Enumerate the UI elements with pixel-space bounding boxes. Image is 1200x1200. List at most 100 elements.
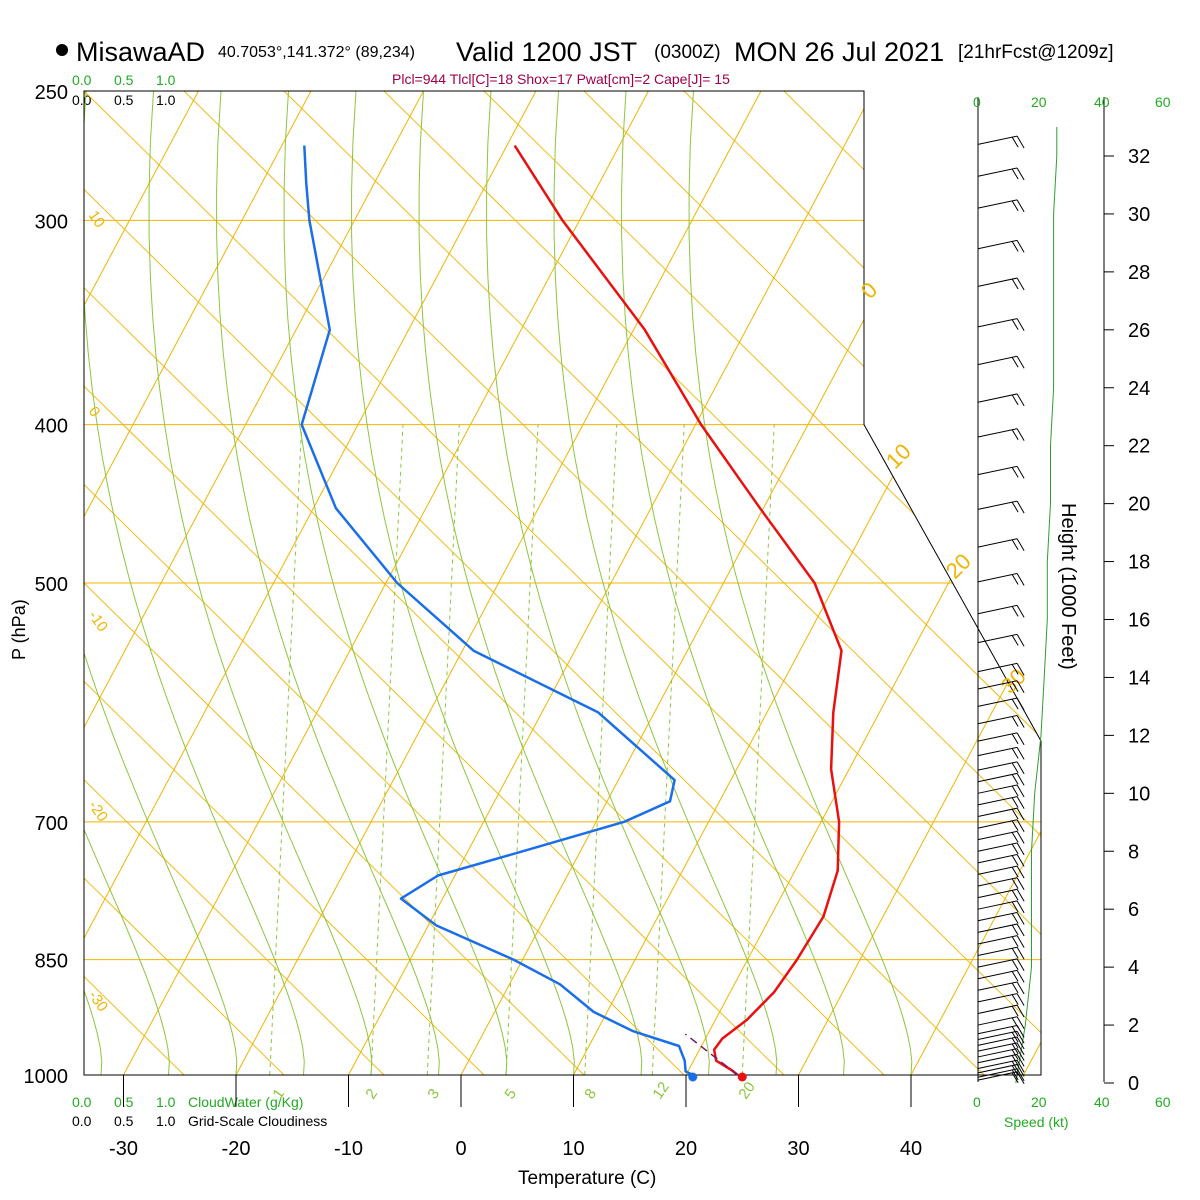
wind-barb-shaft [977,784,1018,794]
wind-barb-half-feather [1011,1072,1019,1084]
wind-barb-feather [1016,1048,1025,1061]
wind-barb-feather [1016,1042,1025,1056]
wind-barb-feather [1016,889,1025,902]
wind-barb-shaft [977,772,1018,783]
wind-barb-shaft [977,796,1018,806]
adiabat-line [84,91,885,1075]
wind-barb-shaft [977,993,1018,1003]
adiabat-line [84,91,285,1075]
adiabat-line [84,91,1041,1075]
adiabat-line [583,91,1041,1075]
wind-barb-shaft [977,1071,1018,1081]
wind-barb-feather [1016,784,1025,798]
wind-barb-feather [1016,970,1025,983]
isotherm-20 [685,91,1041,1075]
wind-speed-profile [1015,127,1058,1084]
station-coords: 40.7053°,141.372° (89,234) [218,44,415,61]
header: MisawaAD 40.7053°,141.372° (89,234) Vali… [56,37,1114,87]
wind-barb-half-feather [1011,832,1019,843]
cloudiness-scale-05: 0.5 [114,92,134,108]
height-tick-label: 26 [1128,320,1150,342]
height-tick-label: 16 [1128,610,1150,632]
series-layer [300,144,843,1075]
wind-barb-feather [1016,865,1025,879]
series-dewpoint [300,145,694,1075]
background-grid [84,91,1041,1075]
wind-barb-shaft [977,877,1018,887]
x-tick-label: 10 [562,1138,584,1160]
wind-barb-feather [1016,819,1025,833]
speed-tick-60-bottom: 60 [1155,1094,1171,1110]
wind-barb-half-feather [1011,1037,1019,1049]
moist-adiabat [418,91,643,1075]
wind-barb-feather [1016,199,1025,213]
wind-barb-feather [1016,993,1025,1006]
isotherm--30 [123,91,649,1075]
wind-barb-feather [1016,1064,1025,1077]
wind-barb-half-feather [1011,716,1019,727]
wind-barb-feather [1016,680,1025,693]
wind-barb-half-feather [1011,855,1019,866]
wind-barb-feather [1016,500,1025,514]
wind-barb-shaft [977,935,1018,945]
surface-temperature-marker [737,1072,747,1082]
wind-barb-shaft [977,277,1018,287]
wind-barb-half-feather [1011,539,1019,551]
cloud-scale-bottom: 0.0 0.5 1.0 CloudWater (g/Kg) 0.0 0.5 1.… [72,1094,327,1129]
height-tick-label: 6 [1128,899,1139,921]
wind-barb-feather [1016,1054,1025,1067]
adiabat-line [84,91,685,1075]
wind-barb-half-feather [1011,200,1019,212]
station-name: MisawaAD [76,37,205,67]
isotherm--10 [348,91,874,1075]
wind-barb-feather [1016,747,1025,760]
wind-barb-half-feather [1011,878,1019,889]
wind-barb-shaft [977,1059,1018,1070]
height-tick-label: 4 [1128,957,1139,979]
speed-tick-60-top: 60 [1155,94,1171,110]
wind-barb-half-feather [1011,971,1019,982]
height-tick-label: 10 [1128,783,1150,805]
isotherm--60 [84,91,312,1075]
height-tick-label: 2 [1128,1015,1139,1037]
wind-barb-shaft [977,662,1018,673]
wind-barb-half-feather [1011,357,1019,368]
wind-barb-half-feather [1011,947,1019,959]
moist-adiabat [688,91,913,1075]
valid-date: MON 26 Jul 2021 [734,37,944,67]
wind-barb-shaft [977,819,1018,829]
wind-barb-shaft [977,697,1018,707]
forecast-info: [21hrFcst@1209z] [958,42,1114,63]
wind-barb-shaft [977,1042,1018,1052]
height-tick-label: 22 [1128,436,1150,458]
wind-barb-feather [1016,663,1025,676]
wind-barb-feather [1016,1016,1025,1029]
wind-barb-feather [1016,1004,1025,1018]
wind-barb-feather [1016,135,1025,149]
wind-panel: 0 20 40 60 0 20 40 60 Speed (kt) 0246810… [973,94,1171,1130]
plot-frame [83,90,1042,1076]
height-tick-label: 18 [1128,552,1150,574]
wind-barb-feather [1016,634,1025,647]
adiabat-line [683,91,1041,1075]
isotherm-40 [910,91,1041,1075]
axis-labels: Temperature (C) P (hPa) Height (1000 Fee… [9,503,1079,1189]
wind-barb-shaft [977,167,1018,177]
wind-barb-feather [1016,900,1025,914]
x-axis-ticks: -30 -20 -10 0 10 20 30 40 [109,1075,922,1160]
cloudwater-scale-0-bottom: 0.0 [72,1094,92,1110]
height-tick-label: 8 [1128,841,1139,863]
wind-barb-half-feather [1011,901,1019,913]
moist-adiabat [283,91,508,1075]
wind-barb-feather [1016,466,1025,479]
pressure-tick-label: 300 [35,211,68,233]
wind-barb-shaft [977,946,1018,957]
speed-tick-20-top: 20 [1031,94,1047,110]
mixing-ratio-label: 12 [649,1079,672,1102]
wind-barb-feather [1016,981,1025,995]
wind-barb-shaft [977,633,1018,644]
wind-barb-shaft [977,680,1018,690]
wind-barb-shaft [977,1064,1018,1074]
wind-barb-half-feather [1011,1055,1019,1066]
